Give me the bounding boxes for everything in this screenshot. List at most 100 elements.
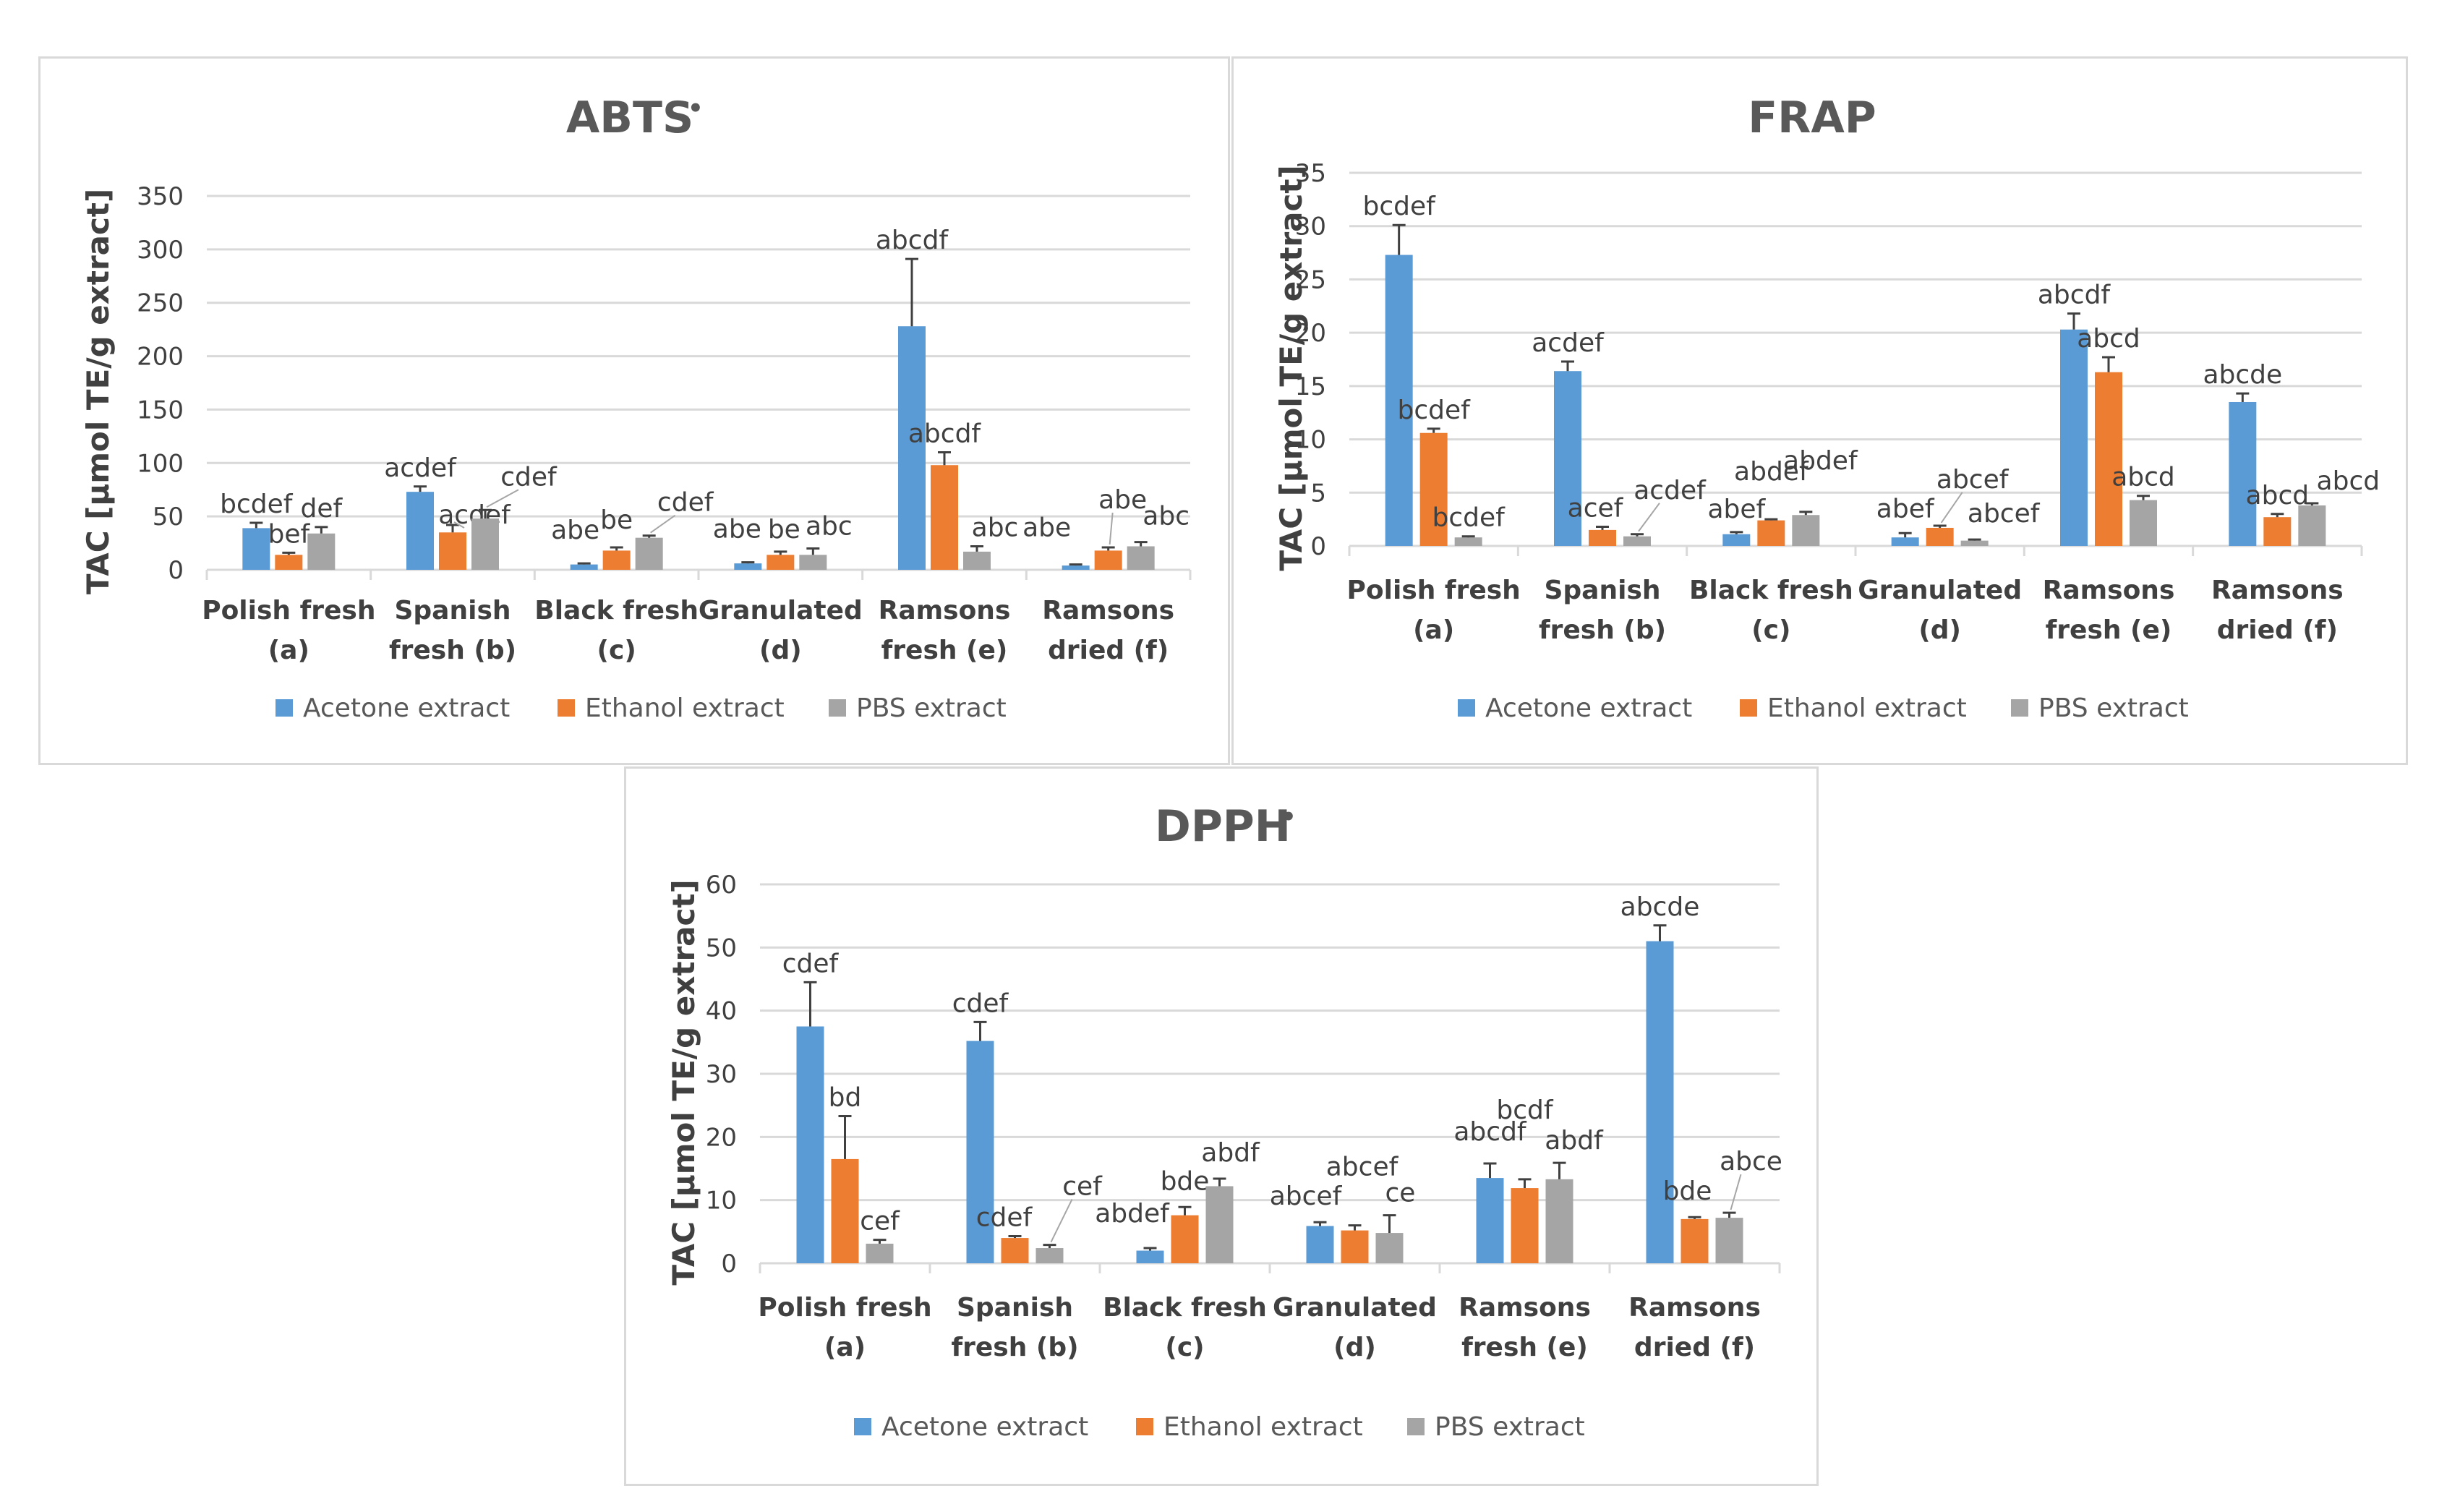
- data-label: abdef: [1095, 1199, 1170, 1229]
- bar-pbs-extract: [1792, 515, 1820, 546]
- x-category-label: Spanish: [957, 1293, 1073, 1323]
- y-tick-label: 30: [706, 1060, 737, 1089]
- data-label: abc: [972, 513, 1019, 543]
- x-category-label: Polish fresh: [758, 1293, 931, 1323]
- bar-ethanol-extract: [1926, 527, 1954, 546]
- x-category-label: fresh (b): [1539, 615, 1666, 645]
- bar-pbs-extract: [2130, 500, 2157, 546]
- data-label: abe: [713, 515, 761, 544]
- bar-ethanol-extract: [1094, 550, 1122, 570]
- legend-swatch-pbs-extract: [829, 699, 846, 717]
- legend-label: Ethanol extract: [585, 693, 785, 723]
- chart-title: DPPH: [1155, 801, 1291, 852]
- bar-ethanol-extract: [931, 465, 958, 570]
- chart-title-suffix: •: [688, 94, 704, 123]
- x-category-label: (a): [824, 1333, 866, 1362]
- data-label: abcdf: [908, 419, 982, 449]
- x-category-label: fresh (e): [2046, 615, 2172, 645]
- legend-swatch-acetone-extract: [1458, 699, 1475, 717]
- bar-acetone-extract: [570, 564, 598, 570]
- x-category-label: Ramsons: [1459, 1293, 1591, 1323]
- bar-ethanol-extract: [602, 550, 631, 570]
- bar-ethanol-extract: [1511, 1188, 1539, 1263]
- data-label: acef: [1568, 493, 1624, 523]
- y-tick-label: 50: [706, 934, 737, 962]
- bar-ethanol-extract: [1589, 529, 1616, 546]
- bar-acetone-extract: [1136, 1250, 1164, 1263]
- data-label: acdef: [384, 453, 457, 483]
- data-label: bde: [1663, 1176, 1712, 1206]
- bar-pbs-extract: [1127, 546, 1155, 570]
- bar-ethanol-extract: [1757, 520, 1785, 546]
- x-category-label: Granulated: [1273, 1293, 1437, 1323]
- bar-ethanol-extract: [1681, 1218, 1709, 1263]
- chart-abts: ABTS• TAC [µmol TE/g extract] 0 50 100 150 200…: [80, 93, 1192, 723]
- y-tick-label: 100: [137, 449, 184, 478]
- bar-pbs-extract: [963, 551, 991, 570]
- y-tick-label: 150: [137, 396, 184, 424]
- x-category-label: Ramsons: [879, 596, 1011, 625]
- x-category-label: (c): [1165, 1333, 1204, 1362]
- x-category-label: Black fresh: [1103, 1293, 1267, 1323]
- legend-swatch-pbs-extract: [2011, 699, 2028, 717]
- data-label-leader: [486, 489, 519, 508]
- bar-pbs-extract: [1715, 1218, 1743, 1263]
- data-label: cdef: [952, 988, 1009, 1018]
- y-tick-label: 250: [137, 289, 184, 318]
- data-label: abc: [1143, 502, 1190, 531]
- bar-acetone-extract: [966, 1041, 994, 1263]
- bar-acetone-extract: [796, 1026, 824, 1263]
- bar-pbs-extract: [1035, 1248, 1064, 1263]
- y-tick-label: 40: [706, 997, 737, 1026]
- data-label: acdef: [1634, 476, 1707, 505]
- data-label: cdef: [976, 1203, 1033, 1232]
- x-category-label: dried (f): [1048, 636, 1169, 665]
- legend-label: PBS extract: [856, 693, 1007, 723]
- x-category-label: Spanish: [1544, 576, 1660, 605]
- data-label: ce: [1385, 1179, 1416, 1208]
- y-tick-label: 200: [137, 343, 184, 372]
- bar-pbs-extract: [1545, 1179, 1573, 1263]
- data-label: cef: [860, 1207, 900, 1236]
- x-category-label: fresh (e): [881, 636, 1008, 665]
- y-tick-label: 35: [1295, 159, 1326, 188]
- data-label: abcd: [2077, 324, 2140, 354]
- x-category-label: (c): [1751, 615, 1790, 645]
- data-label: bcdef: [220, 490, 294, 519]
- data-label: bcdef: [1398, 396, 1472, 425]
- x-category-label: Granulated: [699, 596, 863, 625]
- chart-panel-abts: ABTS • TAC [µmol TE/g extract] 0 50 100 150 200…: [38, 56, 1230, 765]
- y-tick-label: 20: [706, 1123, 737, 1152]
- y-tick-label: 10: [1295, 426, 1326, 455]
- x-category-label: fresh (b): [951, 1333, 1078, 1362]
- y-axis-label: TAC [µmol TE/g extract]: [1273, 165, 1309, 571]
- chart-panel-frap: FRAP TAC [µmol TE/g extract] 0 5 10 15 20 25 30 3…: [1231, 56, 2408, 765]
- data-label: bd: [829, 1083, 862, 1113]
- y-tick-label: 350: [137, 182, 184, 211]
- y-tick-label: 0: [721, 1250, 737, 1278]
- chart-panel-dpph: DPPH • TAC [µmol TE/g extract] 0 10 20 30 40 50 6…: [624, 766, 1819, 1486]
- data-label: bcdef: [1432, 503, 1506, 533]
- x-category-label: Ramsons: [1628, 1293, 1761, 1323]
- y-tick-label: 50: [153, 503, 184, 531]
- y-tick-label: 60: [706, 871, 737, 900]
- chart-title: FRAP: [1748, 93, 1876, 143]
- bar-acetone-extract: [242, 528, 270, 570]
- x-category-label: (d): [759, 636, 802, 665]
- x-category-label: (c): [597, 636, 636, 665]
- bar-ethanol-extract: [1341, 1230, 1369, 1263]
- x-category-label: Ramsons: [1042, 596, 1174, 625]
- bar-pbs-extract: [799, 555, 827, 570]
- x-category-label: Polish fresh: [1347, 576, 1521, 605]
- data-label: cdef: [500, 462, 558, 492]
- x-category-label: fresh (e): [1461, 1333, 1588, 1362]
- data-label: abcdf: [2038, 281, 2111, 310]
- bar-ethanol-extract: [439, 532, 466, 570]
- bar-pbs-extract: [1205, 1186, 1234, 1263]
- bar-pbs-extract: [307, 533, 336, 570]
- y-tick-label: 15: [1295, 372, 1326, 401]
- data-label: bef: [268, 519, 310, 549]
- bar-pbs-extract: [635, 537, 663, 570]
- data-label: cdef: [657, 488, 714, 518]
- bar-acetone-extract: [898, 326, 926, 570]
